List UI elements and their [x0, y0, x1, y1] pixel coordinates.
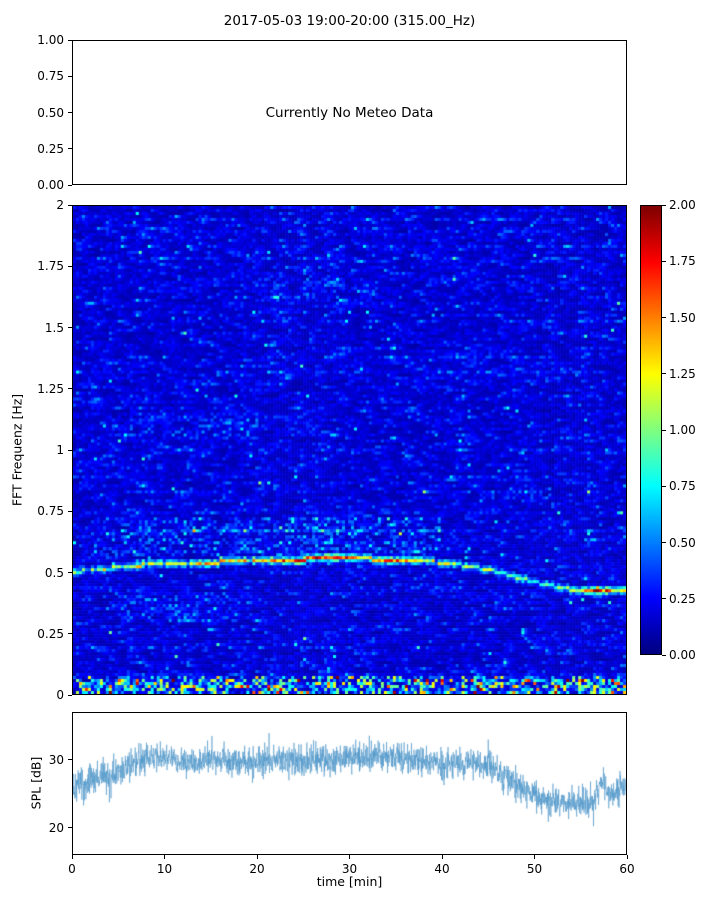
time-x-tick-mark [164, 855, 165, 859]
freq-y-tick-mark [68, 265, 72, 267]
colorbar-tick-label: 0.25 [669, 591, 696, 606]
colorbar-tick-mark [662, 598, 666, 600]
meteo-y-tick-label: 0.50 [37, 105, 64, 120]
time-x-label: time [min] [316, 874, 383, 889]
time-x-tick-label: 20 [249, 862, 265, 876]
time-x-tick-mark [256, 855, 258, 859]
freq-y-tick-label: 0.5 [44, 565, 64, 580]
freq-y-tick-mark [68, 204, 72, 206]
spl-y-tick-label: 20 [48, 820, 64, 835]
time-x-tick-label: 60 [619, 862, 635, 876]
colorbar-tick-label: 2.00 [669, 198, 696, 212]
time-x-tick-mark [534, 855, 535, 859]
colorbar-tick-label: 1.50 [669, 310, 696, 325]
colorbar-tick-mark [662, 260, 666, 262]
meteo-panel: Currently No Meteo Data [72, 40, 627, 185]
colorbar-tick-label: 1.75 [669, 254, 696, 269]
colorbar-tick-label: 0.00 [669, 648, 696, 662]
freq-y-tick-mark [68, 633, 72, 635]
colorbar-tick-mark [662, 373, 666, 375]
colorbar-tick-mark [662, 654, 666, 656]
freq-y-tick-mark [68, 510, 72, 512]
freq-y-tick-label: 2 [56, 198, 64, 212]
spl-panel [72, 712, 627, 855]
meteo-y-tick-mark [68, 75, 72, 77]
meteo-y-tick-mark [68, 112, 72, 113]
time-x-tick-label: 10 [156, 862, 173, 876]
spl-y-tick-mark [68, 759, 72, 761]
no-meteo-data-text: Currently No Meteo Data [265, 104, 434, 121]
spl-y-tick-mark [68, 827, 72, 829]
freq-y-tick-mark [68, 572, 72, 573]
colorbar-tick-label: 1.25 [669, 366, 696, 381]
time-x-tick-label: 0 [68, 862, 76, 876]
meteo-y-tick-label: 0.75 [37, 69, 64, 84]
meteo-y-tick-mark [68, 148, 72, 150]
freq-y-tick-label: 1.5 [44, 320, 64, 335]
time-x-tick-mark [71, 855, 73, 859]
freq-y-tick-label: 1.25 [37, 381, 64, 396]
freq-y-tick-label: 1.75 [37, 259, 64, 274]
colorbar [640, 205, 662, 655]
meteo-y-tick-label: 0.25 [37, 141, 64, 156]
freq-y-tick-label: 1 [56, 443, 64, 457]
meteo-y-tick-label: 0.00 [37, 178, 64, 192]
freq-y-tick-label: 0.25 [37, 626, 64, 641]
freq-y-tick-mark [68, 694, 72, 696]
spl-y-tick-label: 30 [48, 752, 64, 767]
colorbar-tick-label: 1.00 [669, 423, 696, 437]
freq-y-tick-mark [68, 327, 72, 328]
spectrogram-panel [72, 205, 627, 695]
freq-y-tick-label: 0.75 [37, 504, 64, 519]
freq-y-tick-mark [68, 388, 72, 390]
time-x-tick-mark [349, 855, 350, 859]
time-x-tick-label: 40 [434, 862, 450, 876]
spl-line-chart [73, 713, 626, 854]
time-x-tick-label: 30 [341, 862, 358, 876]
figure-title: 2017-05-03 19:00-20:00 (315.00_Hz) [223, 13, 476, 29]
colorbar-tick-label: 0.75 [669, 479, 696, 494]
meteo-y-tick-label: 1.00 [37, 33, 64, 47]
colorbar-tick-mark [662, 429, 666, 431]
colorbar-tick-mark [662, 485, 666, 487]
time-x-tick-mark [626, 855, 628, 859]
meteo-y-tick-mark [68, 39, 72, 41]
freq-y-tick-label: 0 [56, 688, 64, 702]
meteo-y-tick-mark [68, 184, 72, 186]
spectrogram-image [73, 206, 626, 694]
time-x-tick-mark [441, 855, 443, 859]
time-x-tick-label: 50 [526, 862, 543, 876]
freq-y-tick-mark [68, 449, 72, 451]
colorbar-tick-mark [662, 204, 666, 206]
colorbar-tick-mark [662, 542, 666, 543]
colorbar-tick-mark [662, 317, 666, 318]
colorbar-gradient [641, 206, 661, 654]
colorbar-tick-label: 0.50 [669, 535, 696, 550]
